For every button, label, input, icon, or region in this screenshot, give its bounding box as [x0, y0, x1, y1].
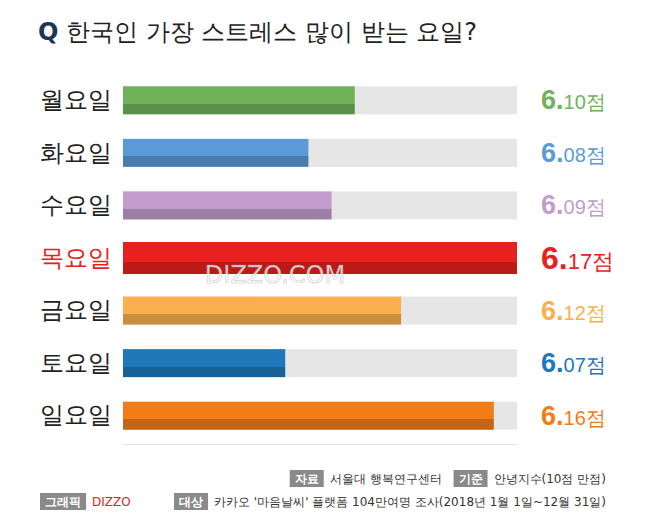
y-tick: 토요일 — [40, 349, 112, 377]
x-axis — [124, 444, 518, 445]
y-tick-label: 금요일 — [40, 296, 112, 324]
note-label-box — [40, 493, 86, 510]
y-tick-label: 일요일 — [40, 401, 112, 429]
y-tick-label: 수요일 — [40, 191, 112, 219]
data-labels: 6.10점 6.08점 6.09점 6.17점 6.12점 6.07점 6.16점 — [541, 85, 614, 430]
data-label: 6.08점 — [541, 138, 606, 168]
track — [123, 349, 517, 377]
note-label: 그래픽 — [45, 495, 81, 509]
track — [123, 86, 517, 114]
track — [123, 191, 517, 219]
data-label: 6.17점 — [541, 240, 614, 276]
data-label: 6.16점 — [541, 401, 606, 431]
bar — [123, 139, 308, 167]
y-tick: 금요일 — [40, 296, 112, 324]
note-text: 안녕지수(10점 만점) — [494, 472, 606, 486]
y-tick-label: 목요일 — [40, 244, 112, 272]
watermark: DIZZO.COM — [205, 261, 345, 289]
note-label-box — [290, 470, 324, 487]
chart: Q 한국인 가장 스트레스 많이 받는 요일? 월요일화요일수요일목요일금요일토요… — [0, 0, 646, 521]
note-text: 서울대 행복연구센터 — [330, 472, 442, 486]
note-label-box — [174, 493, 208, 510]
note: 기준 안녕지수(10점 만점) — [454, 470, 606, 487]
note: 대상 카카오 '마음날씨' 플랫폼 104만여명 조사(2018년 1월 1일~1… — [174, 493, 606, 510]
bar — [123, 402, 494, 430]
y-axis: 월요일화요일수요일목요일금요일토요일일요일 — [40, 86, 112, 429]
track — [123, 402, 517, 430]
bar — [123, 86, 355, 114]
y-tick-label: 토요일 — [40, 349, 112, 377]
bar — [123, 191, 332, 219]
note-text: DIZZO — [92, 495, 131, 509]
note-label: 대상 — [179, 495, 203, 509]
y-tick-label: 월요일 — [40, 86, 112, 114]
y-tick: 목요일 — [40, 244, 112, 272]
track — [123, 297, 517, 325]
note-label-box — [454, 470, 488, 487]
track — [123, 139, 517, 167]
note-label: 기준 — [459, 472, 483, 486]
data-label: 6.07점 — [541, 348, 606, 378]
note: 자료 서울대 행복연구센터 — [290, 470, 442, 487]
data-label: 6.09점 — [541, 190, 606, 220]
x-axis-line — [124, 444, 518, 445]
bars — [123, 86, 517, 429]
y-tick: 일요일 — [40, 401, 112, 429]
y-tick: 수요일 — [40, 191, 112, 219]
y-tick: 화요일 — [40, 139, 112, 167]
bar — [123, 349, 285, 377]
title: Q 한국인 가장 스트레스 많이 받는 요일? — [38, 18, 477, 46]
y-tick-label: 화요일 — [40, 139, 112, 167]
tracks — [123, 86, 517, 429]
note-label: 자료 — [295, 472, 319, 486]
note: 그래픽 DIZZO — [40, 493, 131, 510]
data-label: 6.12점 — [541, 296, 606, 326]
data-label: 6.10점 — [541, 85, 606, 115]
note-text: 카카오 '마음날씨' 플랫폼 104만여명 조사(2018년 1월 1일~12월… — [214, 495, 606, 509]
bar — [123, 297, 401, 325]
y-tick: 월요일 — [40, 86, 112, 114]
footnotes: 기준 안녕지수(10점 만점) 자료 서울대 행복연구센터대상 카카오 '마음날씨' 플… — [40, 470, 606, 510]
